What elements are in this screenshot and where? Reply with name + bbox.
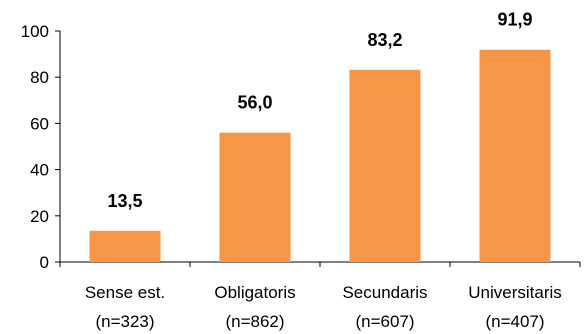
category-count-label: (n=323) xyxy=(95,312,154,331)
bars-group xyxy=(89,49,551,262)
x-axis xyxy=(59,261,581,267)
category-label: Secundaris xyxy=(342,283,427,302)
y-tick-label: 100 xyxy=(21,22,49,41)
bar xyxy=(219,132,291,262)
value-label: 56,0 xyxy=(237,93,272,113)
category-label: Obligatoris xyxy=(214,283,295,302)
value-label: 91,9 xyxy=(497,10,532,30)
y-tick-label: 0 xyxy=(40,253,49,272)
value-label: 83,2 xyxy=(367,30,402,50)
category-labels-group: Sense est. (n=323) Obligatoris (n=862) Secun… xyxy=(85,283,562,331)
y-tick-label: 20 xyxy=(30,207,49,226)
y-tick-label: 80 xyxy=(30,68,49,87)
category-label: Sense est. xyxy=(85,283,165,302)
category-count-label: (n=607) xyxy=(355,312,414,331)
y-tick-label: 60 xyxy=(30,114,49,133)
bar xyxy=(89,230,161,262)
value-labels-group: 13,5 56,0 83,2 91,9 xyxy=(107,10,532,211)
category-count-label: (n=407) xyxy=(485,312,544,331)
value-label: 13,5 xyxy=(107,191,142,211)
y-tick-label: 40 xyxy=(30,161,49,180)
bar xyxy=(349,69,421,262)
category-label: Universitaris xyxy=(468,283,562,302)
category-count-label: (n=862) xyxy=(225,312,284,331)
y-axis: 0 20 40 60 80 100 xyxy=(21,22,61,272)
bar xyxy=(479,49,551,262)
